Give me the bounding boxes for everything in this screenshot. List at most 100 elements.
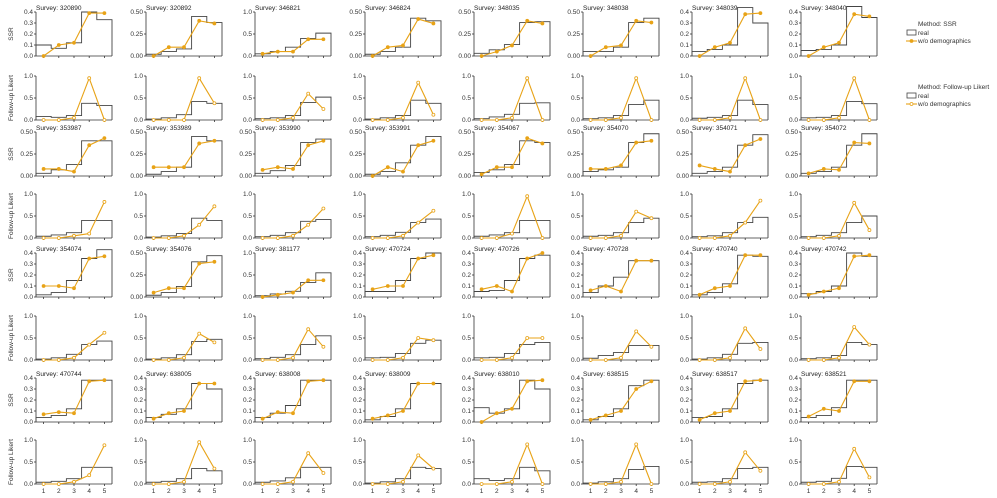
model-point — [837, 479, 841, 484]
y-tick-label: 0.3 — [353, 261, 362, 268]
model-point — [837, 409, 841, 413]
y-tick-label: 0.0 — [134, 357, 143, 364]
model-point — [821, 358, 826, 362]
model-series-line — [481, 379, 543, 423]
x-tick-label: 3 — [72, 488, 76, 495]
model-point — [431, 338, 436, 343]
model-point — [401, 479, 405, 484]
likert-panel: 0.0 0.5 1.0 — [243, 313, 332, 364]
y-tick-label: 1.0 — [134, 313, 143, 320]
model-series-line — [372, 81, 434, 121]
model-point — [588, 236, 593, 240]
panel-title: Survey: 470728 — [583, 246, 629, 253]
model-point — [431, 138, 436, 143]
model-point — [72, 40, 76, 45]
ssr-panel: Survey: 470744 0.0 0.1 0.2 0.3 0.4 — [24, 371, 113, 426]
y-tick-label: 1.0 — [789, 313, 798, 320]
model-point — [401, 43, 405, 48]
y-tick-label: 0.0 — [243, 117, 252, 124]
x-tick-label: 2 — [713, 488, 717, 495]
model-point — [182, 355, 186, 360]
y-tick-label: 0.0 — [462, 117, 471, 124]
model-point — [603, 413, 608, 418]
model-point — [41, 412, 46, 417]
y-tick-label: 0.5 — [571, 213, 580, 220]
real-step-series — [691, 7, 769, 56]
model-point — [697, 417, 702, 422]
model-point — [166, 286, 171, 291]
model-point — [634, 140, 639, 145]
ssr-panel: Survey: 354072 0.00 0.25 0.50 — [785, 125, 878, 180]
model-point — [166, 411, 171, 416]
y-tick-label: 0.4 — [462, 375, 471, 382]
y-tick-label: 0.4 — [571, 250, 580, 257]
real-step-series — [145, 217, 223, 238]
panel-title: Survey: 353990 — [255, 125, 301, 132]
y-tick-label: 0.2 — [353, 272, 362, 279]
model-point — [540, 236, 545, 240]
model-point — [56, 167, 61, 171]
x-tick-label: 2 — [386, 488, 390, 495]
model-point — [510, 406, 514, 411]
y-tick-label: 0.00 — [458, 173, 471, 180]
model-series-line — [590, 260, 652, 293]
model-point — [821, 45, 826, 50]
model-point — [837, 40, 841, 45]
ssr-panel: Survey: 353990 0.00 0.25 0.50 — [239, 125, 332, 180]
model-point — [728, 284, 732, 288]
model-series-line — [372, 18, 434, 57]
model-point — [166, 482, 171, 486]
y-tick-label: 0.4 — [24, 375, 33, 382]
y-tick-label: 0.3 — [571, 261, 580, 268]
y-tick-label: 0.1 — [680, 42, 689, 49]
model-point — [867, 379, 872, 384]
row-label-likert: Follow-up Likert — [8, 439, 15, 485]
y-tick-label: 1.0 — [243, 437, 252, 444]
model-point — [867, 14, 872, 19]
model-point — [102, 330, 107, 335]
real-step-series — [691, 134, 769, 176]
model-point — [510, 115, 514, 120]
ssr-panel: Survey: 470740 0.0 0.1 0.2 0.3 0.4 — [680, 246, 769, 301]
ssr-panel: Survey: 354070 0.00 0.25 0.50 — [567, 125, 660, 180]
legend-model-marker — [909, 39, 914, 43]
model-point — [370, 174, 375, 178]
model-point — [385, 118, 390, 122]
model-point — [416, 381, 421, 386]
y-tick-label: 0.2 — [571, 397, 580, 404]
model-point — [151, 118, 156, 122]
model-point — [401, 284, 405, 288]
model-point — [806, 292, 811, 297]
model-point — [806, 171, 811, 176]
likert-panel: 0.0 0.5 1.0 1 2 3 4 5 — [680, 437, 769, 495]
model-point — [540, 118, 545, 122]
panel-title: Survey: 470740 — [692, 246, 738, 253]
x-tick-label: 4 — [306, 488, 310, 495]
y-tick-label: 0.3 — [462, 261, 471, 268]
model-point — [697, 358, 702, 362]
model-point — [102, 136, 107, 141]
model-point — [479, 236, 484, 240]
real-step-series — [691, 379, 769, 422]
model-point — [649, 138, 654, 143]
model-point — [275, 410, 280, 415]
x-tick-label: 2 — [57, 488, 61, 495]
model-series-line — [43, 255, 105, 289]
ssr-panel: Survey: 354076 0.00 0.25 0.50 — [130, 246, 223, 301]
model-point — [588, 118, 593, 122]
likert-panel: 0.0 0.5 1.0 — [789, 73, 878, 124]
y-tick-label: 0.50 — [130, 129, 143, 136]
y-tick-label: 0.0 — [24, 481, 33, 488]
y-tick-label: 0.0 — [353, 294, 362, 301]
model-point — [712, 286, 717, 291]
model-point — [385, 165, 390, 170]
model-point — [619, 409, 623, 413]
y-tick-label: 0.1 — [789, 283, 798, 290]
model-point — [619, 43, 623, 48]
model-point — [306, 327, 311, 332]
model-point — [197, 76, 202, 81]
model-point — [416, 17, 421, 21]
model-series-line — [372, 454, 434, 485]
